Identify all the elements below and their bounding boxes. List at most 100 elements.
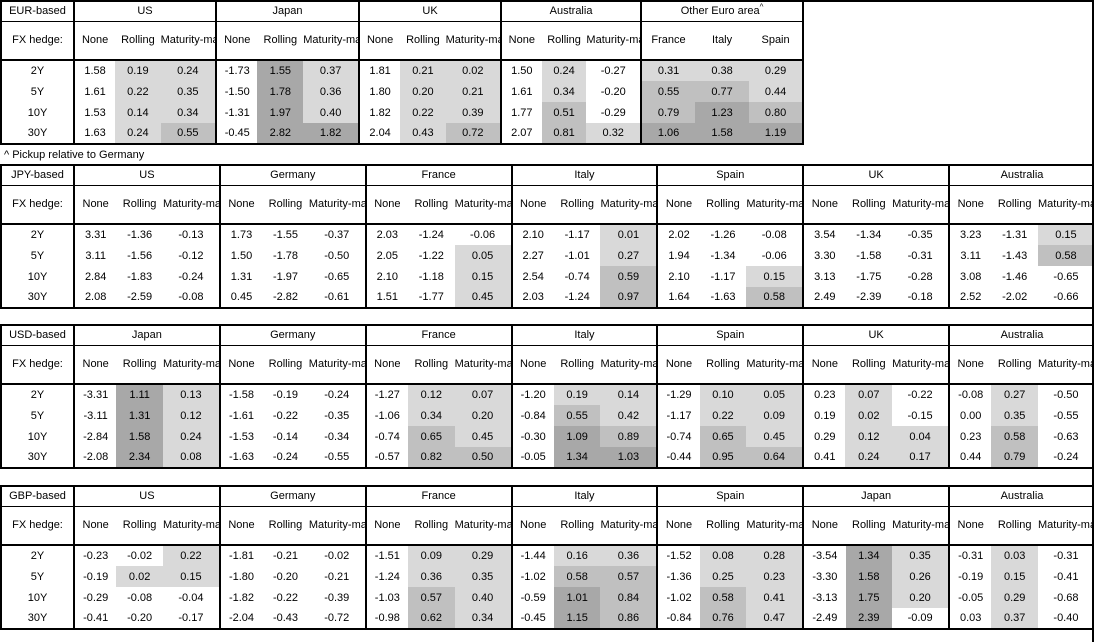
value-cell: 0.36	[600, 545, 658, 566]
value-cell: -1.17	[564, 229, 590, 241]
footnote-marker: ^	[759, 2, 764, 12]
value-cell: 0.15	[454, 266, 512, 287]
country-header-japan: Japan	[802, 486, 950, 507]
subcol-header-none: None	[656, 345, 700, 385]
subcol-header-rolling: Rolling	[257, 21, 304, 61]
value-cell: 0.22	[162, 545, 220, 566]
tenor-label-10y: 10Y	[1, 266, 75, 287]
subcol-header-none: None	[358, 21, 401, 61]
value-cell: 0.19	[553, 384, 601, 405]
value-cell: 0.12	[845, 426, 893, 447]
value-cell: 0.65	[699, 426, 747, 447]
value-cell: 3.31	[72, 224, 117, 245]
subcol-header-rolling: Rolling	[845, 185, 893, 225]
country-header-france: France	[364, 486, 512, 507]
value-cell: 2.39	[845, 608, 893, 629]
value-cell: 0.12	[407, 384, 455, 405]
usd-based-label: USD-based	[1, 325, 75, 346]
gbp-based-table: GBP-based US Germany France Italy Spain Japan A…	[0, 485, 1094, 630]
value-cell: 0.58	[1038, 245, 1094, 266]
gbp-based-label: GBP-based	[1, 486, 75, 507]
value-cell: 1.50	[500, 60, 542, 81]
value-cell: 0.39	[445, 102, 502, 123]
value-cell: 1.06	[640, 123, 696, 144]
value-cell: 0.55	[160, 123, 217, 144]
value-cell: -1.50	[215, 81, 258, 102]
value-cell: -1.03	[364, 587, 408, 608]
value-cell: -0.50	[1053, 389, 1079, 401]
subcol-header-rolling: Rolling	[262, 345, 309, 385]
value-cell: -2.04	[218, 608, 263, 629]
value-cell: 0.02	[116, 566, 163, 587]
value-cell: 1.34	[845, 545, 893, 566]
value-cell: -1.63	[218, 447, 263, 468]
value-cell: -1.51	[364, 545, 408, 566]
subcol-header-rolling: Rolling	[699, 345, 747, 385]
eur-based-table: EUR-based US Japan UK Australia Other Euro ar…	[0, 0, 805, 145]
subcol-header-maturity-matched: Maturity-matched	[162, 185, 220, 225]
value-cell: 0.50	[454, 447, 512, 468]
value-cell: 0.82	[407, 447, 455, 468]
value-cell: 0.22	[400, 102, 446, 123]
value-cell: 0.25	[699, 566, 747, 587]
tenor-label-5y: 5Y	[1, 566, 75, 587]
value-cell: -1.34	[710, 249, 736, 262]
value-cell: -1.26	[710, 229, 736, 241]
value-cell: -1.52	[656, 545, 700, 566]
subcol-header-rolling: Rolling	[262, 506, 309, 546]
subcol-header-none: None	[72, 21, 116, 61]
value-cell: -1.17	[656, 405, 700, 426]
subcol-header-maturity-matched: Maturity-matched	[445, 21, 502, 61]
subcol-header-maturity-matched: Maturity-matched	[586, 21, 642, 61]
value-cell: -0.45	[215, 123, 258, 144]
value-cell: 0.27	[600, 245, 658, 266]
value-cell: -0.20	[127, 612, 153, 624]
value-cell: -0.21	[272, 550, 299, 562]
value-cell: 0.10	[699, 384, 747, 405]
value-cell: -2.82	[272, 291, 299, 303]
value-cell: -2.59	[127, 291, 153, 303]
value-cell: 0.45	[454, 426, 512, 447]
footnote: ^ Pickup relative to Germany	[4, 149, 145, 161]
value-cell: -0.98	[364, 608, 408, 629]
subcol-header-maturity-matched: Maturity-matched	[454, 345, 512, 385]
value-cell: 0.35	[892, 545, 950, 566]
value-cell: 1.97	[257, 102, 304, 123]
subcol-header-rolling: Rolling	[407, 506, 455, 546]
subcol-header-none: None	[364, 185, 408, 225]
value-cell: -0.74	[564, 270, 590, 283]
eur-based-label: EUR-based	[1, 1, 75, 22]
value-cell: -0.74	[656, 426, 700, 447]
tenor-label-2y: 2Y	[1, 60, 75, 81]
country-header-japan: Japan	[215, 1, 360, 22]
tenor-label-2y: 2Y	[1, 224, 75, 245]
value-cell: -0.84	[510, 405, 554, 426]
value-cell: 0.45	[218, 287, 263, 308]
value-cell: -0.63	[1053, 430, 1079, 443]
value-cell: 0.43	[400, 123, 446, 144]
value-cell: 1.58	[116, 426, 163, 447]
tenor-label-30y: 30Y	[1, 447, 75, 468]
subcol-header-maturity-matched: Maturity-matched	[162, 345, 220, 385]
value-cell: 0.17	[892, 447, 950, 468]
value-cell: 0.24	[541, 60, 587, 81]
value-cell: 0.57	[407, 587, 455, 608]
value-cell: 0.00	[948, 405, 992, 426]
value-cell: 0.12	[162, 405, 220, 426]
value-cell: -0.39	[324, 591, 350, 604]
subcol-header-maturity-matched: Maturity-matched	[892, 345, 950, 385]
value-cell: -0.31	[948, 545, 992, 566]
subcol-header-none: None	[72, 345, 117, 385]
value-cell: -0.19	[948, 566, 992, 587]
value-cell: 0.42	[600, 405, 658, 426]
value-cell: -3.13	[802, 587, 846, 608]
value-cell: 2.34	[116, 447, 163, 468]
value-cell: -0.43	[272, 612, 299, 624]
value-cell: 0.20	[892, 587, 950, 608]
country-header-australia: Australia	[948, 325, 1094, 346]
value-cell: -0.55	[324, 451, 350, 463]
country-header-australia: Australia	[948, 165, 1094, 186]
value-cell: 0.05	[746, 384, 804, 405]
value-cell: 0.84	[600, 587, 658, 608]
value-cell: 0.79	[640, 102, 696, 123]
